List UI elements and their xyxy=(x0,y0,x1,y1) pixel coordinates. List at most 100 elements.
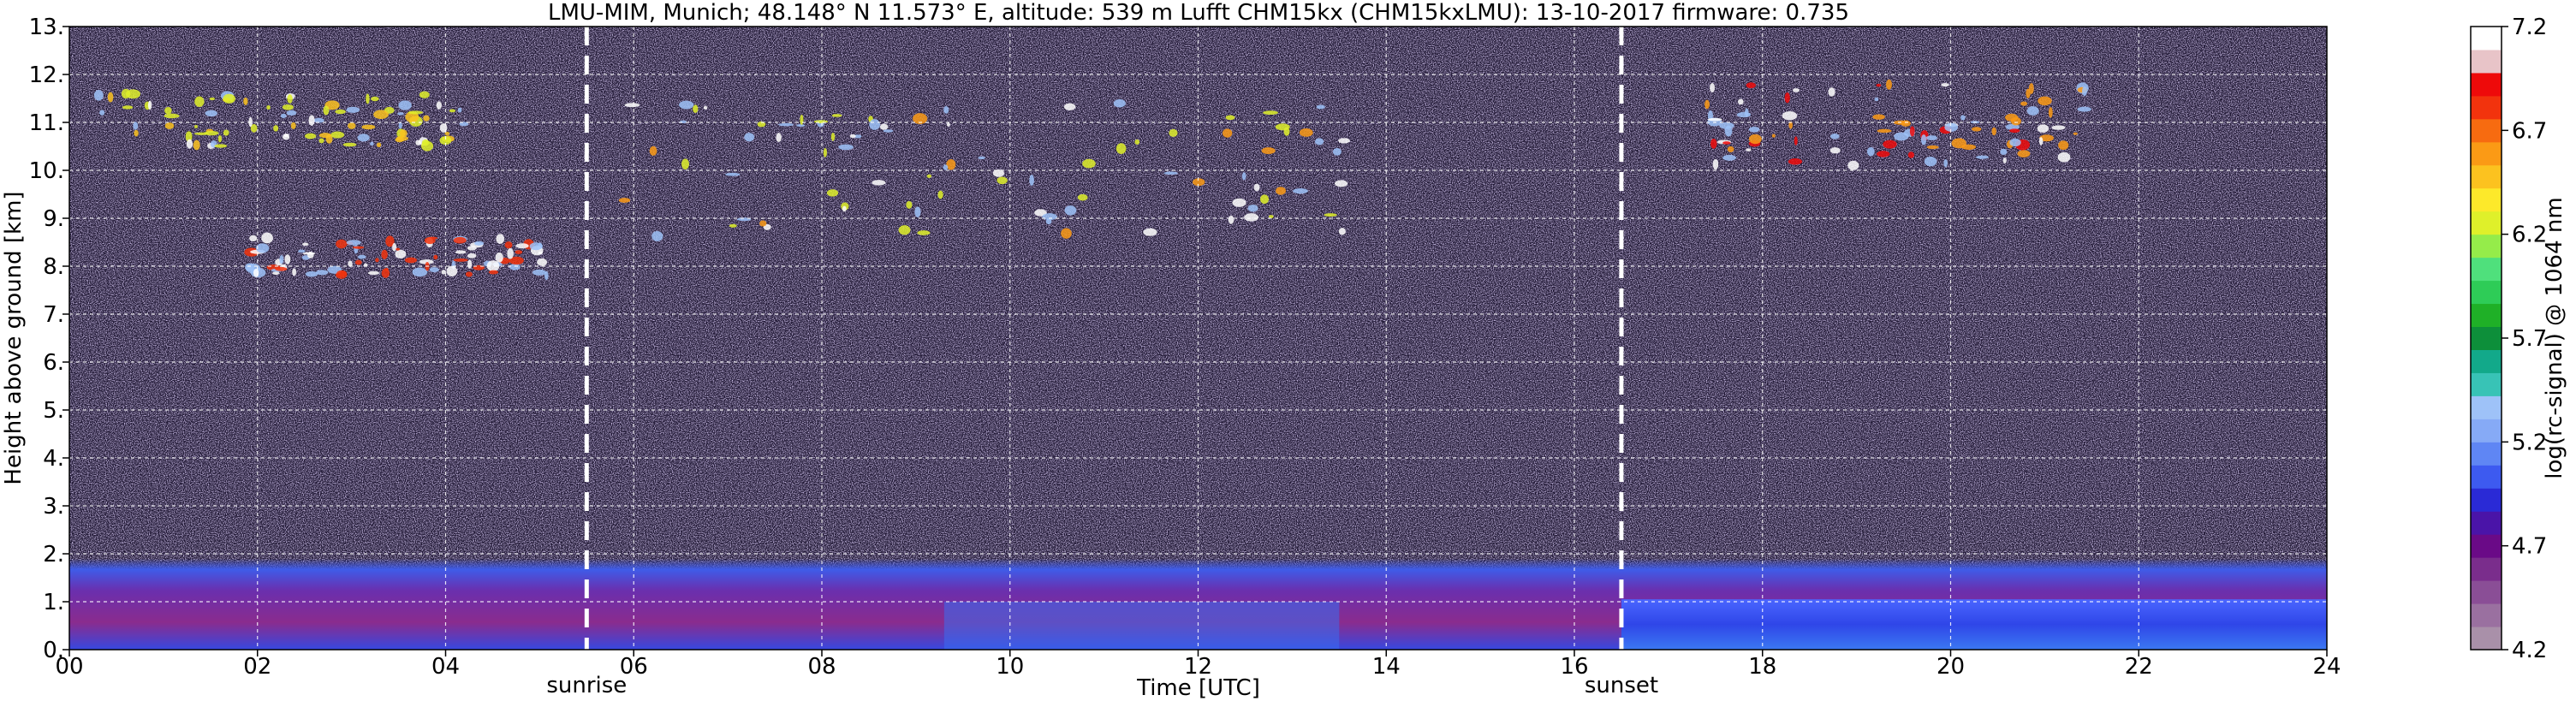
cloud-speck xyxy=(1225,115,1235,121)
cloud-speck xyxy=(1712,158,1719,170)
cloud-speck xyxy=(992,169,1005,177)
sun-event-labels: sunrise sunset xyxy=(546,673,1658,698)
cloud-speck xyxy=(946,158,956,170)
colorbar-band xyxy=(2471,141,2502,166)
cloud-speck xyxy=(795,123,806,128)
cloud-speck xyxy=(250,123,258,133)
cloud-speck xyxy=(488,270,499,275)
cloud-speck xyxy=(759,220,767,227)
cloud-speck xyxy=(436,101,442,110)
cloud-speck xyxy=(1794,136,1798,146)
cloud-speck xyxy=(2028,83,2034,94)
cloud-speck xyxy=(1920,134,1927,146)
cloud-speck xyxy=(280,113,287,118)
cloud-speck xyxy=(703,105,708,110)
colorbar-tick-label: 7.2 xyxy=(2512,15,2547,40)
cloud-speck xyxy=(193,132,210,135)
cloud-speck xyxy=(2026,106,2039,116)
cloud-speck xyxy=(937,190,943,199)
cloud-speck xyxy=(2005,113,2019,122)
cloud-speck xyxy=(1877,128,1892,134)
cloud-speck xyxy=(370,141,374,146)
colorbar-band xyxy=(2471,534,2502,558)
cloud-speck xyxy=(1828,87,1835,97)
x-tick-label: 08 xyxy=(807,654,836,680)
cloud-speck xyxy=(1894,132,1909,141)
cloud-speck xyxy=(1727,146,1734,152)
midday-mixing-layer xyxy=(943,602,1340,650)
cloud-speck xyxy=(346,240,361,246)
colorbar-tick-label: 5.2 xyxy=(2512,430,2547,455)
sunset-label: sunset xyxy=(1585,673,1658,698)
colorbar: 4.2 4.7 5.2 5.7 6.2 6.7 7.2 log(rc-signal) @ 1… xyxy=(2470,15,2567,663)
cloud-speck xyxy=(122,105,134,110)
cloud-speck xyxy=(209,97,216,101)
cloud-speck xyxy=(93,90,104,101)
colorbar-band xyxy=(2471,395,2502,419)
grid-lines xyxy=(69,27,2327,650)
cloud-speck xyxy=(1241,172,1246,181)
cloud-speck xyxy=(205,110,217,117)
cloud-speck xyxy=(429,267,439,273)
colorbar-band xyxy=(2471,627,2502,651)
cloud-speck xyxy=(1748,134,1762,145)
cloud-speck xyxy=(385,235,395,247)
cloud-speck xyxy=(214,144,228,148)
colorbar-band xyxy=(2471,603,2502,627)
cloud-speck xyxy=(273,125,279,132)
cloud-speck xyxy=(1829,147,1841,154)
cloud-speck xyxy=(164,113,180,119)
cloud-speck xyxy=(1268,215,1274,219)
cloud-speck xyxy=(467,246,477,251)
cloud-speck xyxy=(439,136,452,146)
cloud-speck xyxy=(1063,103,1076,110)
cloud-speck xyxy=(279,254,284,264)
x-tick-label: 18 xyxy=(1748,654,1776,680)
cloud-speck xyxy=(336,270,348,277)
colorbar-band xyxy=(2471,95,2502,120)
colorbar-ticks: 4.2 4.7 5.2 5.7 6.2 6.7 7.2 xyxy=(2502,15,2547,663)
colorbar-tick-label: 5.7 xyxy=(2512,326,2547,352)
cloud-speck xyxy=(147,100,152,110)
cloud-speck xyxy=(133,122,139,130)
cloud-speck xyxy=(297,249,306,253)
cloud-speck xyxy=(1029,175,1034,187)
cloud-speck xyxy=(99,110,105,116)
x-tick-label: 14 xyxy=(1372,654,1401,680)
cloud-speck xyxy=(1748,126,1760,133)
colorbar-band xyxy=(2471,557,2502,581)
sunrise-label: sunrise xyxy=(546,673,627,698)
colorbar-label: log(rc-signal) @ 1064 nm xyxy=(2542,197,2567,478)
cloud-speck xyxy=(1232,198,1246,207)
colorbar-band xyxy=(2471,465,2502,489)
x-axis: 00 02 04 06 08 10 12 14 16 18 20 22 24 xyxy=(55,650,2341,680)
cloud-speck xyxy=(1324,213,1337,217)
cloud-speck xyxy=(544,270,549,281)
cloud-speck xyxy=(193,124,198,128)
x-tick-label: 00 xyxy=(55,654,83,680)
cloud-speck xyxy=(1263,110,1278,116)
cloud-speck xyxy=(532,269,546,276)
cloud-speck xyxy=(2009,138,2021,147)
cloud-speck xyxy=(1253,183,1260,192)
cloud-speck xyxy=(121,88,131,99)
cloud-speck xyxy=(872,180,886,186)
cloud-speck xyxy=(185,131,193,142)
cloud-speck xyxy=(1971,127,1982,132)
cloud-speck xyxy=(381,249,388,259)
cloud-speck xyxy=(1316,104,1325,110)
cloud-speck xyxy=(693,104,699,114)
y-tick-label: 9. xyxy=(43,206,64,232)
cloud-speck xyxy=(1082,158,1096,169)
cloud-speck xyxy=(1707,117,1722,122)
cloud-speck xyxy=(194,96,205,107)
colorbar-band xyxy=(2471,419,2502,443)
y-tick-label: 4. xyxy=(43,446,64,472)
y-tick-label: 13. xyxy=(29,15,64,40)
cloud-speck xyxy=(624,103,640,108)
cloud-speck xyxy=(1876,83,1882,87)
colorbar-band xyxy=(2471,164,2502,189)
cloud-speck xyxy=(457,107,462,113)
cloud-speck xyxy=(649,146,657,156)
cloud-speck xyxy=(134,129,139,137)
